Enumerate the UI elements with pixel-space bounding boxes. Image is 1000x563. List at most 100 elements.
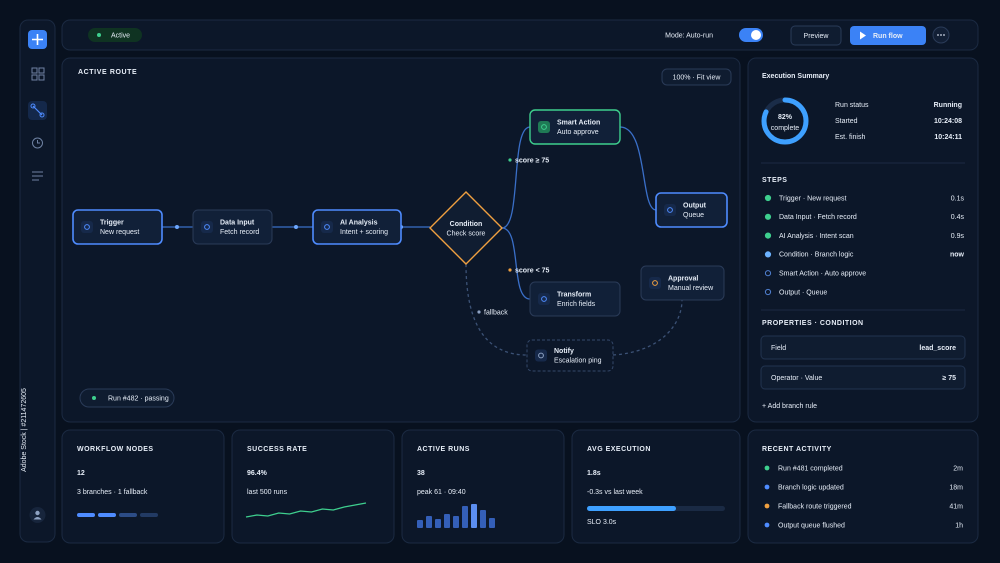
edge-label-dot [508,268,512,272]
step-dot [764,270,772,277]
node-subtitle: Enrich fields [557,301,596,308]
clock-icon[interactable] [32,137,43,149]
stat-title: SUCCESS RATE [247,446,307,453]
flow-node[interactable] [192,209,273,245]
step-time: now [950,252,965,259]
grid-icon[interactable] [31,67,45,81]
flow-node[interactable] [529,281,621,317]
step-name: Data Input · Fetch record [779,214,857,221]
add-rule[interactable]: + Add branch rule [762,403,817,410]
flow-node [30,103,36,109]
fit-button[interactable] [661,68,732,86]
watermark: Adobe Stock | #211472605 [21,388,28,472]
run-bar [471,504,477,528]
node-title: AI Analysis [340,219,378,226]
flow-node[interactable] [72,209,163,245]
activity-text: Output queue flushed [778,522,845,529]
step-dot [764,251,772,258]
activity-text: Branch logic updated [778,484,844,491]
node-icon-glyph [652,280,658,286]
node-subtitle: Manual review [668,285,714,292]
stat-card [571,429,741,544]
summary-key: Est. finish [835,134,865,141]
activity-time: 18m [949,484,963,491]
stat-sub: 3 branches · 1 fallback [77,489,148,496]
section-title: PROPERTIES · CONDITION [762,320,864,327]
run-bar [444,514,450,528]
node-title: Notify [554,348,574,355]
progress-label: 82% [778,114,793,121]
flow-node[interactable] [526,339,614,372]
status-dot [97,33,101,37]
node-subtitle: Intent + scoring [340,229,388,236]
list-icon[interactable] [32,171,43,181]
step-time: 0.1s [951,195,965,202]
preview-button[interactable] [790,25,842,46]
activity-time: 41m [949,503,963,510]
edge [612,299,683,356]
fit-label: 100% · Fit view [673,74,722,81]
stat-card [401,429,565,544]
slo-fill [587,506,676,511]
edge-label: score < 75 [515,267,550,274]
flow-node[interactable] [312,209,402,245]
flow-node[interactable] [640,265,725,301]
activity-dot [764,484,770,490]
activity-time: 1h [955,522,963,529]
stat-value: 38 [417,470,425,477]
step-name: AI Analysis · Intent scan [779,233,854,240]
stat-sub: last 500 runs [247,489,288,496]
step-name: Trigger · New request [779,195,846,202]
activity-time: 2m [953,465,963,472]
more-dot [943,34,945,36]
node-icon-glyph [667,207,673,213]
run-bar [489,518,495,528]
summary-value: Running [934,102,962,109]
flow-node [39,112,45,118]
node-subtitle: Check score [447,230,486,237]
flow-node[interactable] [655,192,728,228]
mode-label: Mode: Auto-run [665,32,713,39]
edge [501,227,531,300]
property-field[interactable] [760,365,966,390]
stat-title: AVG EXECUTION [587,446,651,453]
property-key: Field [771,345,786,352]
step-dot [764,232,772,239]
property-field[interactable] [760,335,966,360]
plus-icon [32,34,43,45]
node-icon-glyph [541,296,547,302]
run-bar [426,516,432,528]
run-bar [480,510,486,528]
step-time: 0.9s [951,233,965,240]
node-segment [140,513,158,517]
run-status: Run #482 · passing [108,395,169,402]
stat-note: SLO 3.0s [587,519,617,526]
avatar-head [35,510,40,516]
node-icon-glyph [541,124,547,130]
condition-node[interactable] [429,191,503,265]
status-pill [88,28,142,42]
success-sparkline [245,502,367,518]
avatar-body [33,517,42,520]
node-segment [98,513,116,517]
activity-dot [764,503,770,509]
property-value: lead_score [919,345,956,352]
flow-node[interactable] [529,109,621,145]
step-dot [764,213,772,220]
progress-caption: complete [771,125,800,132]
step-name: Condition · Branch logic [779,252,854,259]
activity-text: Run #481 completed [778,465,843,472]
run-pill [79,388,175,408]
top-bar [61,19,979,51]
node-segment [119,513,137,517]
summary-key: Started [835,118,858,125]
progress-ring [761,97,809,145]
node-title: Condition [450,221,483,228]
clock-hand [37,140,40,144]
edge [501,126,531,229]
edge [619,126,657,211]
run-button[interactable] [850,26,926,45]
node-icon [664,204,676,216]
node-subtitle: New request [100,229,139,236]
